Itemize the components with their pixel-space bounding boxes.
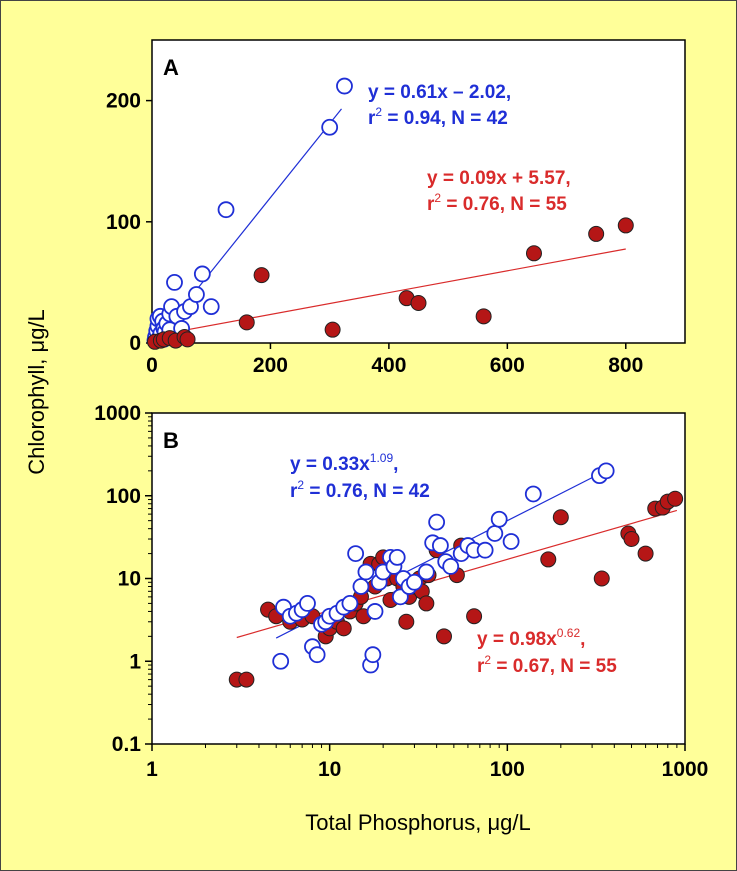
- panel-b-red-point: [466, 608, 483, 625]
- panel-b-blue-point: [357, 563, 375, 581]
- panel-b-blue-point: [502, 533, 520, 550]
- panel-a-red-point: [617, 217, 634, 234]
- panel-b-red-equation-line1: y = 0.98x0.62,: [477, 626, 585, 650]
- panel-b-blue-point: [428, 513, 446, 531]
- panel-b-blue-point: [524, 485, 542, 503]
- panel-a-red-point: [410, 295, 427, 312]
- panel-b-blue-point: [476, 541, 494, 559]
- panel-a-red-point: [179, 331, 196, 348]
- panel-a-red-equation-line1: y = 0.09x + 5.57,: [427, 168, 571, 189]
- panel-b-red-point: [418, 595, 435, 612]
- panel-b-blue-point: [486, 525, 504, 542]
- panel-b-blue-point: [299, 595, 316, 612]
- panel-a-blue-point: [166, 273, 183, 291]
- panel-b-blue-equation-line1: y = 0.33x1.09,: [290, 451, 398, 475]
- panel-a-blue-point: [202, 298, 220, 316]
- panel-b-blue-point: [490, 510, 508, 528]
- panel-a-x-tick-label: 400: [371, 354, 406, 377]
- panel-b-y-tick-label: 100: [106, 485, 141, 508]
- panel-a-label: A: [163, 55, 179, 80]
- panel-b-x-tick-label: 1000: [662, 758, 709, 781]
- panel-b-blue-point: [347, 545, 365, 562]
- panel-a-plot-area: [151, 39, 686, 344]
- panel-b-red-point: [623, 531, 640, 548]
- panel-a-blue-point: [336, 77, 353, 95]
- panel-b-red-point: [238, 671, 255, 688]
- panel-a-red-equation-line2: r2 = 0.76, N = 55: [427, 191, 567, 215]
- panel-b-blue-point: [364, 646, 382, 664]
- panel-a-x-tick-label: 800: [608, 354, 643, 377]
- panel-b-red-point: [637, 545, 654, 562]
- panel-b-label: B: [163, 428, 179, 453]
- panel-a-blue-equation-line1: y = 0.61x – 2.02,: [368, 82, 511, 103]
- x-axis-label: Total Phosphorus, μg/L: [305, 810, 530, 835]
- panel-b-blue-point: [388, 548, 406, 566]
- panel-b-blue-point: [272, 652, 290, 670]
- panel-b-red-point: [667, 490, 684, 507]
- panel-b-blue-point: [597, 462, 615, 480]
- panel-b-blue-point: [431, 537, 449, 554]
- panel-a-blue-point: [321, 118, 339, 136]
- panel-b-red-equation-line2: r2 = 0.67, N = 55: [477, 653, 617, 677]
- panel-a-red-point: [238, 314, 255, 331]
- panel-b-blue-equation-line2: r2 = 0.76, N = 42: [290, 478, 430, 502]
- panel-a-x-tick-label: 600: [490, 354, 525, 377]
- panel-b-red-point: [398, 613, 415, 630]
- panel-b-x-tick-label: 1: [146, 758, 158, 781]
- panel-a-x-tick-label: 0: [146, 354, 158, 377]
- panel-b-red-point: [435, 628, 452, 645]
- panel-b-blue-point: [366, 603, 384, 620]
- panel-b-red-point: [540, 551, 557, 568]
- panel-a-blue-point: [188, 286, 205, 303]
- panel-b-red-point: [593, 570, 610, 587]
- panel-b-blue-point: [308, 646, 326, 664]
- panel-a-red-point: [475, 308, 492, 325]
- panel-b-x-tick-label: 100: [490, 758, 525, 781]
- panel-a-y-tick-label: 200: [106, 90, 141, 113]
- panel-a-y-tick-label: 0: [129, 332, 141, 355]
- panel-b-y-tick-label: 1000: [94, 402, 141, 425]
- panel-b-blue-point: [442, 558, 460, 575]
- panel-b-blue-point: [406, 573, 423, 591]
- panel-a-blue-equation-line2: r2 = 0.94, N = 42: [368, 105, 508, 129]
- panel-b-y-tick-label: 1: [129, 650, 141, 673]
- panel-a-red-fit-line: [154, 248, 626, 337]
- panel-b-y-tick-label: 0.1: [112, 733, 142, 756]
- panel-a-red-point: [253, 267, 270, 284]
- panel-b-red-point: [552, 509, 569, 526]
- panel-a-red-point: [324, 321, 341, 338]
- panel-a-x-tick-label: 200: [253, 354, 288, 377]
- panel-b-blue-point: [352, 578, 370, 595]
- y-axis-label: Chlorophyll, μg/L: [24, 309, 49, 475]
- panel-a-red-point: [588, 225, 605, 242]
- panel-a-y-tick-label: 100: [106, 211, 141, 234]
- panel-b-x-tick-label: 10: [318, 758, 341, 781]
- panel-a-blue-point: [217, 201, 235, 219]
- panel-b-red-point: [335, 620, 352, 637]
- panel-a-plot: A 0 200 400 600 800 0 100 200 y = 0.61x – 2.02…: [106, 39, 686, 377]
- panel-a-blue-point: [193, 265, 211, 283]
- panel-a-red-point: [525, 245, 542, 262]
- panel-b-y-tick-label: 10: [118, 568, 141, 591]
- panel-b-blue-point: [417, 563, 435, 581]
- panel-b-blue-point: [341, 595, 359, 612]
